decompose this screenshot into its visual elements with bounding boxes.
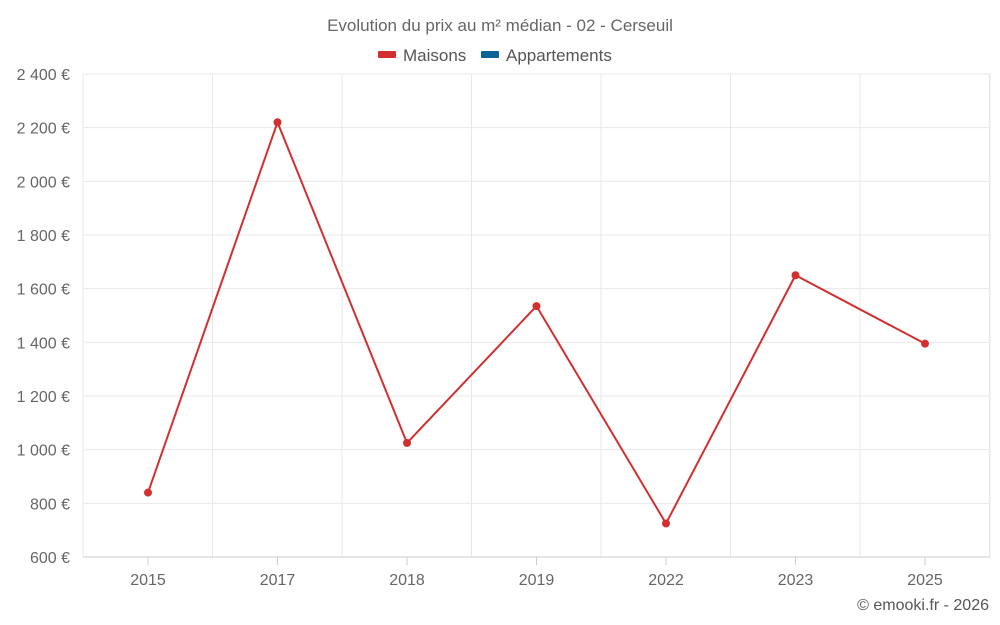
- legend-label-appartements: Appartements: [506, 46, 612, 65]
- y-tick-label: 600 €: [30, 550, 70, 567]
- data-point-2018[interactable]: [403, 438, 411, 447]
- grid: [82, 73, 991, 557]
- data-point-2023[interactable]: [791, 271, 800, 280]
- y-tick-label: 1 200 €: [17, 389, 70, 406]
- series-line-maisons: [147, 121, 926, 525]
- data-point-2025[interactable]: [921, 339, 929, 348]
- series-maisons: [144, 118, 929, 528]
- x-tick-label-2019: 2019: [519, 572, 555, 589]
- legend-swatch-appartements: [481, 51, 499, 58]
- x-tick-label-2025: 2025: [907, 572, 943, 589]
- y-tick-label: 1 400 €: [17, 335, 70, 352]
- data-point-2017[interactable]: [273, 118, 282, 127]
- y-tick-label: 1 000 €: [17, 443, 70, 460]
- y-axis: 600 € 800 € 1 000 € 1 200 € 1 400 € 1 600 € 1 …: [17, 67, 70, 567]
- x-axis: 2015 2017 2018 2019 2022 2023 2025: [83, 556, 990, 589]
- x-tick-label-2022: 2022: [648, 572, 684, 589]
- y-tick-label: 2 000 €: [17, 174, 70, 191]
- legend-item-appartements[interactable]: Appartements: [481, 46, 612, 65]
- legend-swatch-maisons: [378, 51, 396, 58]
- x-tick-label-2017: 2017: [260, 572, 296, 589]
- y-tick-label: 2 400 €: [17, 67, 70, 84]
- data-point-2015[interactable]: [144, 488, 152, 497]
- data-point-2019[interactable]: [532, 302, 541, 311]
- y-tick-label: 2 200 €: [17, 121, 70, 138]
- x-tick-label-2015: 2015: [130, 572, 166, 589]
- y-tick-label: 1 800 €: [17, 228, 70, 245]
- chart-title: Evolution du prix au m² médian - 02 - Ce…: [327, 16, 673, 35]
- x-tick-label-2018: 2018: [389, 572, 425, 589]
- credit-text: © emooki.fr - 2026: [857, 597, 989, 614]
- data-point-2022[interactable]: [662, 519, 670, 528]
- legend-label-maisons: Maisons: [403, 46, 466, 65]
- legend-item-maisons[interactable]: Maisons: [378, 46, 466, 65]
- y-tick-label: 800 €: [30, 496, 70, 513]
- y-tick-label: 1 600 €: [17, 282, 70, 299]
- x-tick-label-2023: 2023: [778, 572, 814, 589]
- legend: Maisons Appartements: [378, 46, 612, 65]
